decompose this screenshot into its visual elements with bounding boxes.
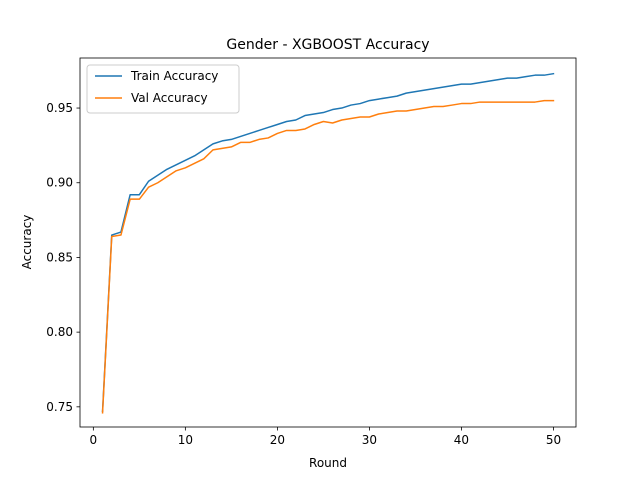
x-tick-label: 10 [178,433,193,447]
legend-label-val-accuracy: Val Accuracy [131,91,208,105]
x-tick-label: 30 [362,433,377,447]
y-axis-title: Accuracy [20,215,34,270]
y-tick-label: 0.90 [46,176,73,190]
legend-label-train-accuracy: Train Accuracy [130,69,218,83]
y-tick-label: 0.85 [46,250,73,264]
series-line-val-accuracy [101,99,555,414]
series-line-train-accuracy [101,72,555,413]
x-tick-label: 40 [454,433,469,447]
x-axis-title: Round [309,456,347,470]
x-tick-label: 50 [546,433,561,447]
x-axis: 0 10 20 30 40 50 [90,427,561,447]
y-axis: 0.75 0.80 0.85 0.90 0.95 [46,101,80,414]
chart-title: Gender - XGBOOST Accuracy [226,37,429,53]
plot-frame [79,57,577,428]
y-tick-label: 0.95 [46,101,73,115]
y-tick-label: 0.80 [46,325,73,339]
y-tick-label: 0.75 [46,400,73,414]
x-tick-label: 0 [90,433,98,447]
plot-lines [101,72,555,414]
legend-box [86,64,240,114]
legend: Train Accuracy Val Accuracy [86,64,240,114]
x-tick-label: 20 [270,433,285,447]
